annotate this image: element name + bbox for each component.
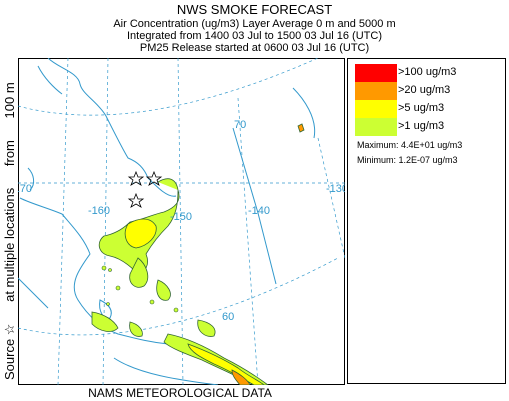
smoke-patches — [101, 265, 179, 313]
plume-yukon-dot — [297, 123, 305, 133]
legend: >100 ug/m3 >20 ug/m3 >5 ug/m3 >1 ug/m3 M… — [347, 58, 506, 384]
lon-line-170 — [57, 58, 69, 385]
lat-line-60 — [18, 257, 339, 336]
legend-maximum: Maximum: 4.4E+01 ug/m3 — [357, 140, 463, 150]
legend-label: >20 ug/m3 — [398, 84, 451, 96]
grid-labels: -170 -160 -150 -140 -130 70 60 — [18, 119, 345, 323]
plume-cook-inlet — [197, 319, 216, 337]
coast-island-1 — [27, 167, 35, 191]
patch — [101, 265, 107, 271]
from-label: from — [2, 140, 17, 167]
coast-peninsula — [113, 357, 219, 385]
plume-interior-1-core — [124, 218, 157, 249]
legend-minimum: Minimum: 1.2E-07 ug/m3 — [357, 155, 458, 165]
legend-label: >100 ug/m3 — [398, 66, 457, 78]
source-markers — [127, 170, 163, 208]
patch — [115, 285, 121, 291]
plume-peninsula-2 — [129, 321, 143, 337]
locations-label: at multiple locations — [2, 187, 17, 302]
smoke-plumes — [91, 123, 305, 385]
plume-interior-3 — [156, 279, 171, 301]
subtitle-release: PM25 Release started at 0600 03 Jul 16 (… — [139, 42, 370, 54]
source-star — [127, 170, 145, 186]
coast-yukon — [292, 87, 316, 139]
side-label: Source ☆ at multiple locations from 100 … — [2, 50, 18, 380]
patch — [106, 302, 110, 306]
patch — [173, 307, 179, 313]
legend-item-5: >5 ug/m3 — [355, 100, 505, 118]
map-panel: -170 -160 -150 -140 -130 70 60 — [18, 58, 345, 385]
height-label: 100 m — [2, 82, 17, 119]
plume-peninsula-1 — [91, 311, 119, 332]
graticule — [18, 58, 345, 385]
legend-swatch — [355, 118, 397, 136]
lon-label-170: -170 — [18, 183, 32, 195]
legend-item-20: >20 ug/m3 — [355, 82, 505, 100]
plume-southcentral-core — [187, 343, 265, 385]
source-star — [127, 192, 145, 208]
data-source-footer: NAMS METEOROLOGICAL DATA — [88, 386, 272, 400]
lon-label-160: -160 — [88, 205, 110, 217]
coast-bering — [18, 277, 49, 309]
legend-swatch — [355, 100, 397, 118]
legend-label: >1 ug/m3 — [398, 120, 445, 132]
border-canada — [232, 127, 277, 285]
source-label: Source ☆ — [2, 323, 17, 380]
chart-title: NWS SMOKE FORECAST — [176, 2, 333, 17]
lon-line-150 — [177, 58, 184, 385]
patch — [108, 268, 112, 272]
legend-item-100: >100 ug/m3 — [355, 64, 505, 82]
subtitle-integration: Integrated from 1400 03 Jul to 1500 03 J… — [127, 30, 382, 42]
source-star — [145, 170, 163, 186]
map-frame — [18, 58, 345, 385]
patch — [149, 299, 155, 305]
lon-label-150: -150 — [170, 211, 192, 223]
lon-label-130: -130 — [326, 183, 345, 195]
legend-swatch — [355, 64, 397, 82]
coast-chukotka — [37, 65, 63, 95]
plume-interior-2 — [129, 257, 149, 288]
subtitle-layer: Air Concentration (ug/m3) Layer Average … — [113, 18, 396, 30]
lon-line-130 — [317, 137, 345, 259]
legend-swatch — [355, 82, 397, 100]
lat-line-70 — [18, 58, 319, 116]
legend-item-1: >1 ug/m3 — [355, 118, 505, 136]
legend-label: >5 ug/m3 — [398, 102, 445, 114]
lon-label-140: -140 — [248, 205, 270, 217]
lat-label-60: 60 — [222, 311, 234, 323]
lat-label-70: 70 — [234, 119, 246, 131]
plume-southcentral-hot — [231, 369, 251, 385]
